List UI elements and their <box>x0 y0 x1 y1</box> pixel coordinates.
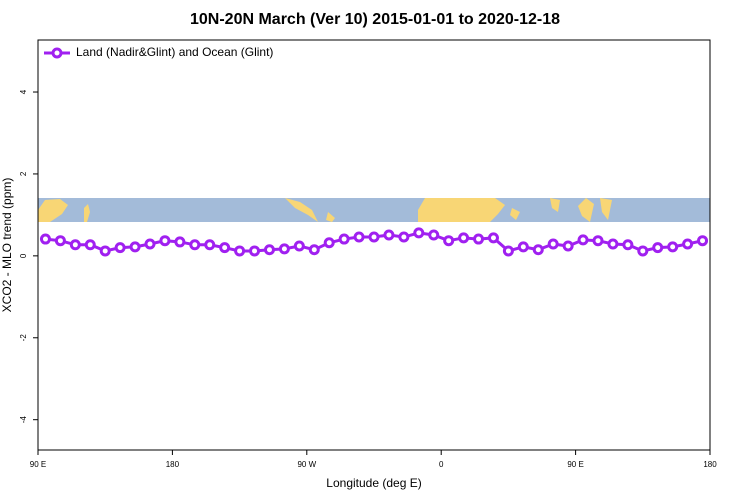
data-point <box>667 241 679 253</box>
data-point <box>428 229 440 241</box>
y-tick-label: 4 <box>19 89 28 94</box>
x-tick-label: 90 E <box>30 460 46 469</box>
y-tick-label: 0 <box>19 253 28 258</box>
data-point <box>443 235 455 247</box>
data-point <box>84 239 96 251</box>
data-point <box>263 244 275 256</box>
data-point <box>234 245 246 257</box>
data-point <box>398 231 410 243</box>
x-tick-label: 180 <box>166 460 180 469</box>
x-tick-label: 90 W <box>297 460 316 469</box>
x-tick-label: 180 <box>703 460 717 469</box>
y-tick-label: -2 <box>19 334 28 342</box>
data-point <box>249 245 261 257</box>
data-point <box>487 232 499 244</box>
data-point <box>637 245 649 257</box>
data-point <box>547 238 559 250</box>
data-point <box>682 238 694 250</box>
data-point <box>532 244 544 256</box>
data-point <box>368 231 380 243</box>
data-point <box>69 239 81 251</box>
x-tick-label: 0 <box>439 460 444 469</box>
data-point <box>99 245 111 257</box>
data-point <box>652 242 664 254</box>
data-point <box>189 239 201 251</box>
legend-label: Land (Nadir&Glint) and Ocean (Glint) <box>76 45 273 59</box>
data-point <box>473 233 485 245</box>
data-point <box>114 242 126 254</box>
data-point <box>353 231 365 243</box>
data-point <box>517 241 529 253</box>
data-point <box>144 238 156 250</box>
data-point <box>577 234 589 246</box>
data-point <box>174 236 186 248</box>
data-point <box>323 237 335 249</box>
data-point <box>159 235 171 247</box>
data-point <box>607 238 619 250</box>
y-tick-label: 2 <box>19 171 28 176</box>
y-tick-label: -4 <box>19 416 28 424</box>
data-point <box>39 233 51 245</box>
data-point <box>622 239 634 251</box>
data-point <box>54 235 66 247</box>
data-point <box>562 240 574 252</box>
data-point <box>697 235 709 247</box>
map-strip <box>38 198 710 222</box>
data-point <box>293 240 305 252</box>
data-point <box>383 229 395 241</box>
data-point <box>338 233 350 245</box>
data-point <box>308 244 320 256</box>
data-point <box>129 241 141 253</box>
data-point <box>413 227 425 239</box>
data-point <box>458 232 470 244</box>
chart-title: 10N-20N March (Ver 10) 2015-01-01 to 202… <box>190 11 560 28</box>
y-axis-label: XCO2 - MLO trend (ppm) <box>0 178 14 313</box>
x-tick-label: 90 E <box>567 460 583 469</box>
data-point <box>502 245 514 257</box>
x-axis-label: Longitude (deg E) <box>326 476 421 490</box>
data-point <box>592 235 604 247</box>
data-point <box>278 243 290 255</box>
plot-frame <box>37 39 711 451</box>
legend-marker <box>51 47 63 59</box>
data-point <box>219 242 231 254</box>
data-point <box>204 239 216 251</box>
